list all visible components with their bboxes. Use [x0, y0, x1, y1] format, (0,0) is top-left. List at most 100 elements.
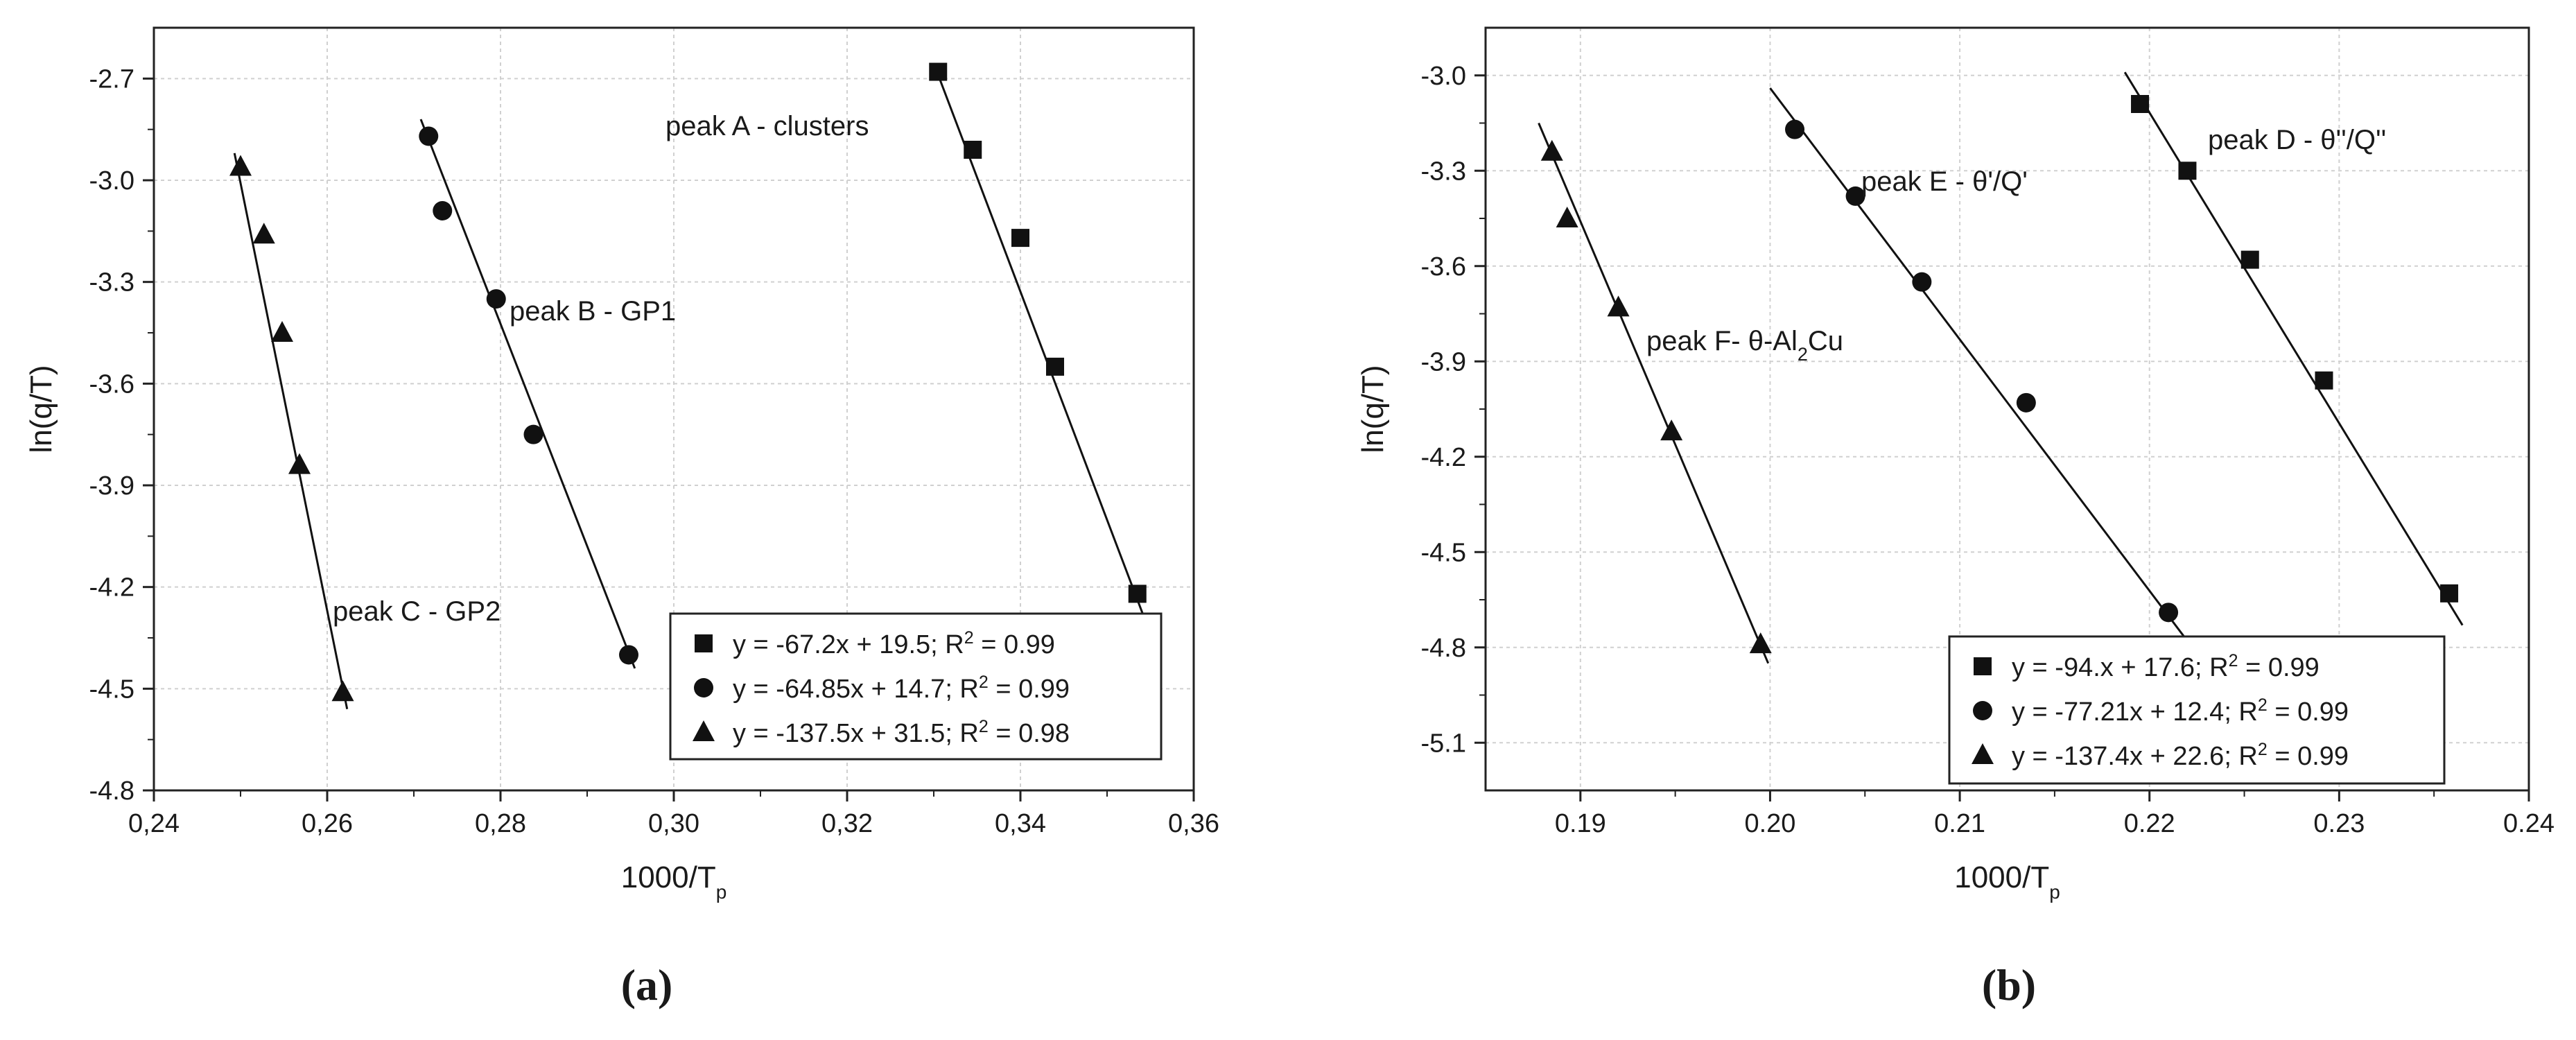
data-point-circle [1785, 119, 1805, 139]
data-point-triangle [1556, 207, 1578, 227]
series-label: peak F- θ-Al2Cu [1646, 326, 1843, 365]
legend-marker-square [1974, 657, 1992, 675]
legend-equation: y = -137.4x + 22.6; R [2012, 742, 2258, 771]
y-tick-label: -4.8 [1421, 634, 1466, 663]
legend-marker-triangle [693, 720, 715, 741]
x-tick-label: 0,36 [1168, 809, 1219, 838]
data-point-triangle [252, 223, 275, 244]
legend: y = -67.2x + 19.5; R2 = 0.99y = -64.85x … [669, 612, 1163, 761]
series-triangle [229, 153, 354, 709]
series-label: peak D - θ''/Q'' [2208, 125, 2386, 155]
data-point-square [1128, 584, 1147, 603]
y-tick-label: -3.9 [1421, 347, 1466, 376]
y-axis-label: ln(q/T) [1356, 365, 1390, 453]
panel-label: (b) [1982, 960, 2036, 1009]
legend-box [669, 612, 1163, 761]
panel-label: (a) [621, 960, 673, 1009]
series-label-text: peak E - θ'/Q' [1861, 166, 2028, 197]
y-tick-label: -3.0 [1421, 62, 1466, 91]
x-axis-label-text: 1000/T [621, 860, 716, 894]
series-label-text: peak C - GP2 [333, 596, 501, 627]
y-tick-label: -3.3 [89, 268, 134, 297]
y-tick-label: -3.6 [89, 370, 134, 399]
data-point-square [2440, 584, 2459, 603]
y-tick-label: -4.8 [89, 777, 134, 806]
legend-superscript: 2 [979, 717, 989, 736]
series-label: peak C - GP2 [333, 596, 501, 627]
legend-equation: y = -77.21x + 12.4; R [2012, 697, 2258, 727]
series-square [2123, 71, 2464, 626]
legend-entry: y = -137.4x + 22.6; R2 = 0.99 [2012, 740, 2349, 771]
legend-entry: y = -137.5x + 31.5; R2 = 0.98 [733, 717, 1070, 748]
series-label-text: peak F- θ-Al [1646, 326, 1798, 356]
x-tick-label: 0.20 [1744, 809, 1795, 838]
legend-box [1948, 635, 2446, 785]
data-point-triangle [1607, 295, 1630, 317]
data-point-square [2178, 162, 2197, 180]
x-tick-label: 0,34 [995, 809, 1046, 838]
x-tick-label: 0.22 [2124, 809, 2175, 838]
data-point-circle [419, 126, 439, 146]
data-point-circle [619, 645, 638, 665]
fit-line [1538, 122, 1770, 664]
y-tick-label: -4.5 [89, 675, 134, 704]
x-tick-label: 0,24 [128, 809, 180, 838]
data-point-circle [1912, 272, 1932, 292]
legend-equation: y = -67.2x + 19.5; R [733, 630, 964, 659]
legend-equation: y = -137.5x + 31.5; R [733, 719, 979, 748]
legend-superscript: 2 [2229, 651, 2238, 670]
legend-superscript: 2 [2258, 695, 2268, 715]
legend-r2: = 0.99 [2268, 742, 2349, 771]
legend-marker-triangle [1972, 743, 1994, 764]
series-label-text: peak D - θ''/Q'' [2208, 125, 2386, 155]
series-label: peak A - clusters [665, 111, 869, 141]
legend-equation: y = -94.x + 17.6; R [2012, 653, 2229, 682]
legend-r2: = 0.99 [974, 630, 1055, 659]
x-tick-label: 0.24 [2503, 809, 2555, 838]
legend-superscript: 2 [2258, 740, 2268, 759]
legend-equation: y = -64.85x + 14.7; R [733, 675, 979, 704]
legend-entry: y = -67.2x + 19.5; R2 = 0.99 [733, 628, 1055, 659]
chart-panel-b: 0.19 0.20 0.21 0.22 0.23 0.24 -3.0 -3.3 -3.6 -3.9… [1356, 26, 2555, 1009]
data-point-triangle [288, 453, 311, 474]
y-axis-label: ln(q/T) [24, 365, 58, 453]
series-square [929, 62, 1147, 623]
legend-r2: = 0.99 [2268, 697, 2349, 727]
data-point-square [1011, 229, 1029, 248]
data-point-square [964, 141, 982, 159]
data-point-triangle [331, 680, 354, 702]
series-label-suffix: Cu [1808, 326, 1843, 356]
x-axis-label-subscript: p [2049, 881, 2060, 903]
data-point-circle [486, 289, 506, 309]
legend-entry: y = -77.21x + 12.4; R2 = 0.99 [2012, 695, 2349, 727]
x-tick-label: 0.19 [1555, 809, 1606, 838]
y-tick-label: -4.2 [89, 573, 134, 603]
series-label: peak E - θ'/Q' [1861, 166, 2028, 197]
series-label-text: peak B - GP1 [510, 296, 676, 327]
legend-r2: = 0.99 [2238, 653, 2320, 682]
legend-marker-circle [1973, 701, 1992, 720]
series-circle [419, 119, 638, 669]
x-tick-label: 0.23 [2313, 809, 2365, 838]
y-tick-label: -5.1 [1421, 729, 1466, 758]
fit-line [233, 153, 349, 709]
x-axis-label: 1000/Tp [1954, 860, 2060, 903]
y-tick-label: -3.9 [89, 471, 134, 501]
series-circle [1769, 87, 2188, 642]
y-tick-label: -3.6 [1421, 252, 1466, 281]
y-tick-label: -3.3 [1421, 157, 1466, 186]
legend: y = -94.x + 17.6; R2 = 0.99y = -77.21x +… [1948, 635, 2446, 785]
data-point-square [2315, 371, 2333, 390]
y-tick-label: -2.7 [89, 64, 134, 94]
legend-marker-square [695, 634, 713, 652]
legend-entry: y = -94.x + 17.6; R2 = 0.99 [2012, 651, 2320, 682]
x-tick-label: 0,30 [648, 809, 699, 838]
legend-superscript: 2 [964, 628, 974, 648]
series-label: peak B - GP1 [510, 296, 676, 327]
data-point-square [2131, 95, 2150, 113]
x-axis-label-text: 1000/T [1954, 860, 2049, 894]
legend-r2: = 0.98 [989, 719, 1070, 748]
data-point-circle [523, 424, 543, 444]
legend-superscript: 2 [979, 673, 989, 692]
